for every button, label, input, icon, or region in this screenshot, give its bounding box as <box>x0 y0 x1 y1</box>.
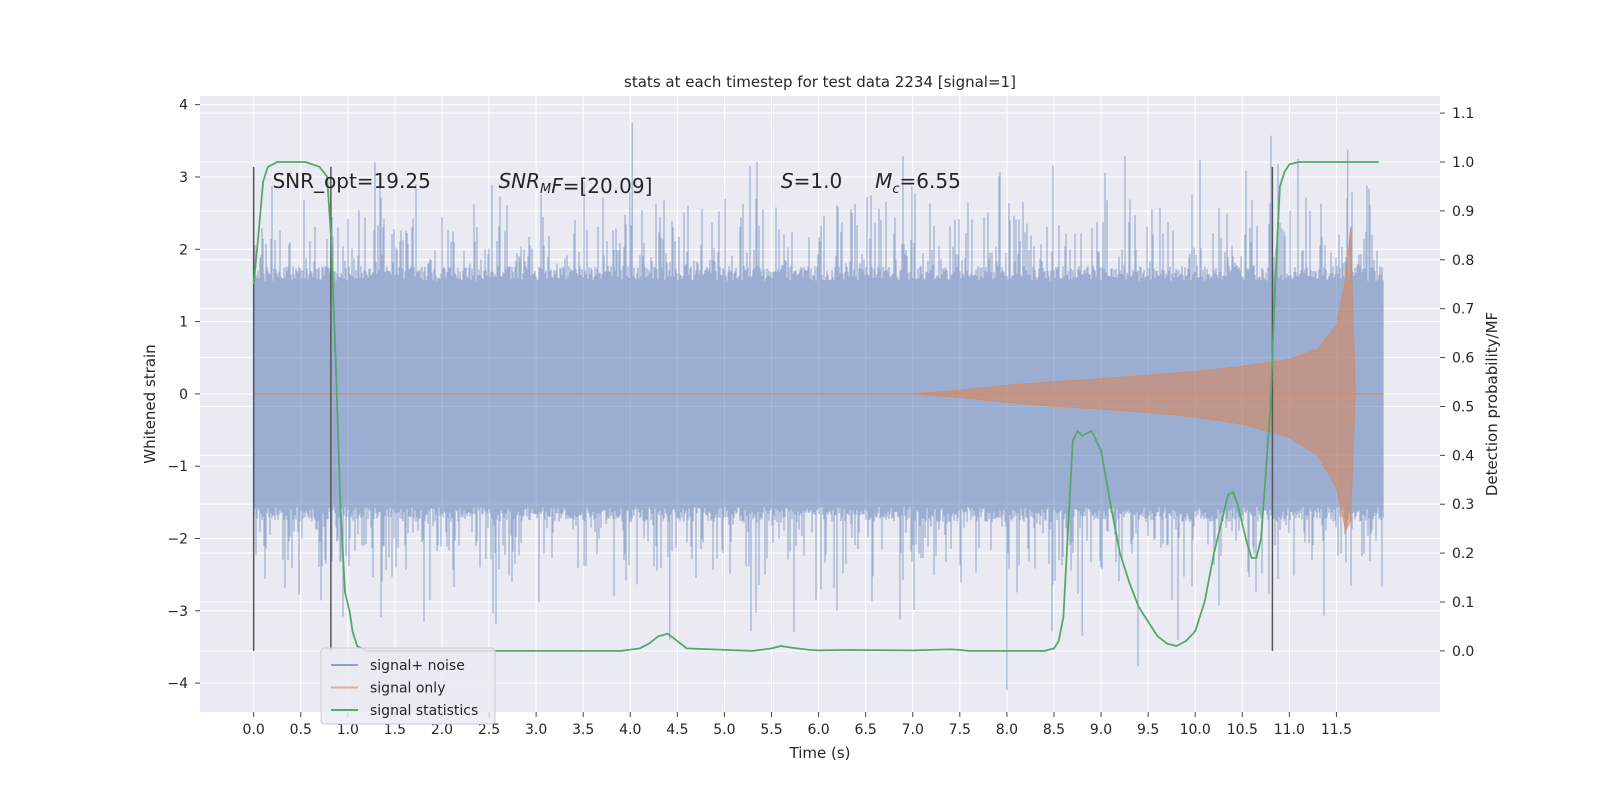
y-axis-label-left: Whitened strain <box>141 344 159 463</box>
y-tick-label-left: −4 <box>167 676 188 692</box>
annotation-3: S=1.0 <box>781 169 842 193</box>
annotation-1: SNR_opt=19.25 <box>272 169 430 193</box>
y-tick-label-right: 0.9 <box>1452 204 1474 220</box>
y-tick-label-left: −3 <box>167 604 188 620</box>
signal-statistics-series <box>252 161 1379 652</box>
x-tick-label: 1.0 <box>337 722 359 738</box>
y-tick-label-right: 0.7 <box>1452 302 1474 318</box>
y-tick-label-right: 0.6 <box>1452 351 1474 367</box>
x-tick-label: 2.0 <box>431 722 453 738</box>
legend-label: signal+ noise <box>370 658 465 674</box>
y-tick-label-left: 1 <box>179 315 188 331</box>
y-tick-label-right: 1.1 <box>1452 106 1474 122</box>
y-tick-label-right: 0.4 <box>1452 448 1474 464</box>
legend-label: signal only <box>370 681 445 697</box>
x-tick-label: 7.0 <box>902 722 924 738</box>
chart-title: stats at each timestep for test data 223… <box>624 73 1016 91</box>
legend-box <box>320 647 496 725</box>
x-tick-label: 5.5 <box>760 722 782 738</box>
y-axis-label-right: Detection probability/MF <box>1483 312 1501 496</box>
x-tick-label: 11.0 <box>1274 722 1305 738</box>
y-tick-label-right: 0.5 <box>1452 399 1474 415</box>
x-tick-label: 11.5 <box>1321 722 1352 738</box>
x-axis-label: Time (s) <box>789 744 851 762</box>
y-tick-label-right: 1.0 <box>1452 155 1474 171</box>
x-tick-label: 9.0 <box>1090 722 1112 738</box>
x-tick-label: 9.5 <box>1137 722 1159 738</box>
annotation-layer: SNR_opt=19.25 SNRMF=[20.09] S=1.0 Mc=6.55 <box>272 169 960 198</box>
x-tick-label: 1.5 <box>384 722 406 738</box>
x-tick-label: 2.5 <box>478 722 500 738</box>
x-tick-label: 0.0 <box>243 722 265 738</box>
x-tick-label: 7.5 <box>949 722 971 738</box>
x-tick-label: 3.5 <box>572 722 594 738</box>
legend: signal+ noise signal only signal statistic… <box>320 647 496 725</box>
y-tick-label-right: 0.0 <box>1452 644 1474 660</box>
x-tick-label: 10.5 <box>1227 722 1258 738</box>
y-tick-label-left: −1 <box>167 459 188 475</box>
x-tick-label: 8.0 <box>996 722 1018 738</box>
legend-label: signal statistics <box>370 703 478 719</box>
y-tick-label-left: 0 <box>179 387 188 403</box>
x-tick-label: 4.0 <box>619 722 641 738</box>
y-tick-label-right: 0.3 <box>1452 497 1474 513</box>
x-tick-label: 5.0 <box>713 722 735 738</box>
y-tick-label-right: 0.8 <box>1452 253 1474 269</box>
x-tick-label: 3.0 <box>525 722 547 738</box>
y-tick-label-left: 4 <box>179 98 188 114</box>
y-tick-label-left: 3 <box>179 170 188 186</box>
annotation-2: SNRMF=[20.09] <box>498 169 652 198</box>
x-tick-label: 4.5 <box>666 722 688 738</box>
x-tick-label: 8.5 <box>1043 722 1065 738</box>
axis-layer: 0.0 0.5 1.0 1.5 2.0 2.5 3.0 3.5 4.0 4.5 5.0 5.5 6.0 6… <box>167 98 1474 738</box>
y-tick-label-right: 0.1 <box>1452 595 1474 611</box>
signal-only-series <box>253 227 1384 533</box>
x-tick-label: 10.0 <box>1180 722 1211 738</box>
y-tick-label-left: −2 <box>167 531 188 547</box>
y-tick-label-right: 0.2 <box>1452 546 1474 562</box>
y-tick-label-left: 2 <box>179 242 188 258</box>
series-layer <box>252 122 1384 691</box>
x-tick-label: 6.5 <box>855 722 877 738</box>
annotation-4: Mc=6.55 <box>875 169 961 197</box>
x-tick-label: 6.0 <box>807 722 829 738</box>
x-tick-label: 0.5 <box>290 722 312 738</box>
